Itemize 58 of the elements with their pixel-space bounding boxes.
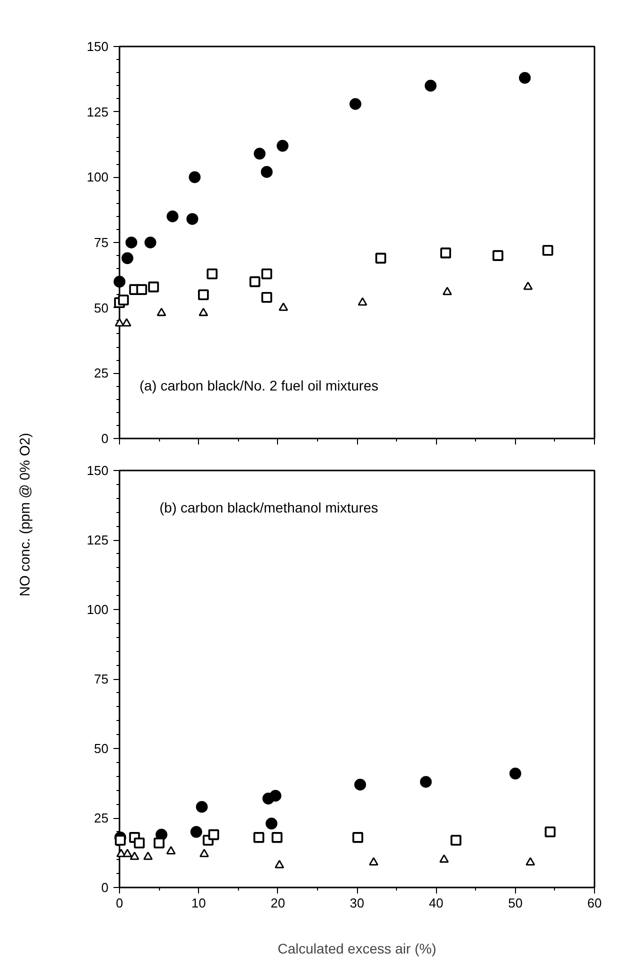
y-tick-label: 150 <box>86 463 109 478</box>
point <box>114 276 126 288</box>
x-tick-label: 60 <box>587 896 602 910</box>
annotation: (a) carbon black/No. 2 fuel oil mixtures <box>140 378 378 394</box>
x-tick-label: 10 <box>191 896 206 910</box>
point <box>375 252 386 264</box>
point <box>350 98 362 110</box>
y-tick-label: 150 <box>86 39 109 54</box>
point <box>358 297 368 306</box>
point <box>276 140 288 152</box>
point <box>125 236 138 248</box>
point <box>261 292 272 303</box>
point <box>442 286 452 296</box>
y-tick-label: 0 <box>101 880 109 895</box>
point <box>249 276 260 288</box>
x-tick-label: 30 <box>350 896 364 910</box>
point <box>186 213 198 225</box>
y-tick-label: 50 <box>94 741 109 756</box>
point <box>492 250 504 261</box>
point <box>424 80 437 92</box>
point <box>278 302 288 311</box>
point <box>254 148 266 160</box>
point <box>166 210 178 222</box>
y-tick-label: 75 <box>94 235 109 250</box>
x-tick-label: 0 <box>116 896 124 910</box>
point <box>542 244 554 256</box>
y-tick-label: 25 <box>94 810 109 826</box>
x-axis-title: Calculated excess air (%) <box>278 940 436 956</box>
point <box>144 236 156 248</box>
point <box>261 268 272 280</box>
y-tick-label: 0 <box>101 431 109 446</box>
point <box>440 248 452 258</box>
y-tick-label: 50 <box>94 300 109 316</box>
y-tick-label: 75 <box>94 672 109 686</box>
point <box>198 308 208 316</box>
point <box>206 268 218 280</box>
x-tick-label: 20 <box>270 896 286 910</box>
point <box>523 282 533 290</box>
x-tick-label: 40 <box>428 896 444 910</box>
x-tick-label: 50 <box>508 896 523 910</box>
y-tick-label: 25 <box>94 366 109 381</box>
point <box>260 166 273 178</box>
y-axis-title: NO conc. (ppm @ 0% O2) <box>16 432 33 596</box>
y-tick-label: 125 <box>86 532 109 548</box>
y-tick-label: 100 <box>86 170 109 185</box>
point <box>114 318 124 327</box>
y-tick-label: 125 <box>86 104 109 120</box>
point <box>518 72 531 84</box>
point <box>148 282 159 292</box>
annotation: (b) carbon black/methanol mixtures <box>160 500 378 516</box>
point <box>188 171 201 184</box>
point <box>136 284 148 295</box>
point <box>118 294 129 306</box>
point <box>122 252 134 264</box>
point <box>156 308 166 316</box>
y-tick-label: 100 <box>86 602 109 617</box>
point <box>122 318 132 327</box>
point <box>198 289 209 300</box>
